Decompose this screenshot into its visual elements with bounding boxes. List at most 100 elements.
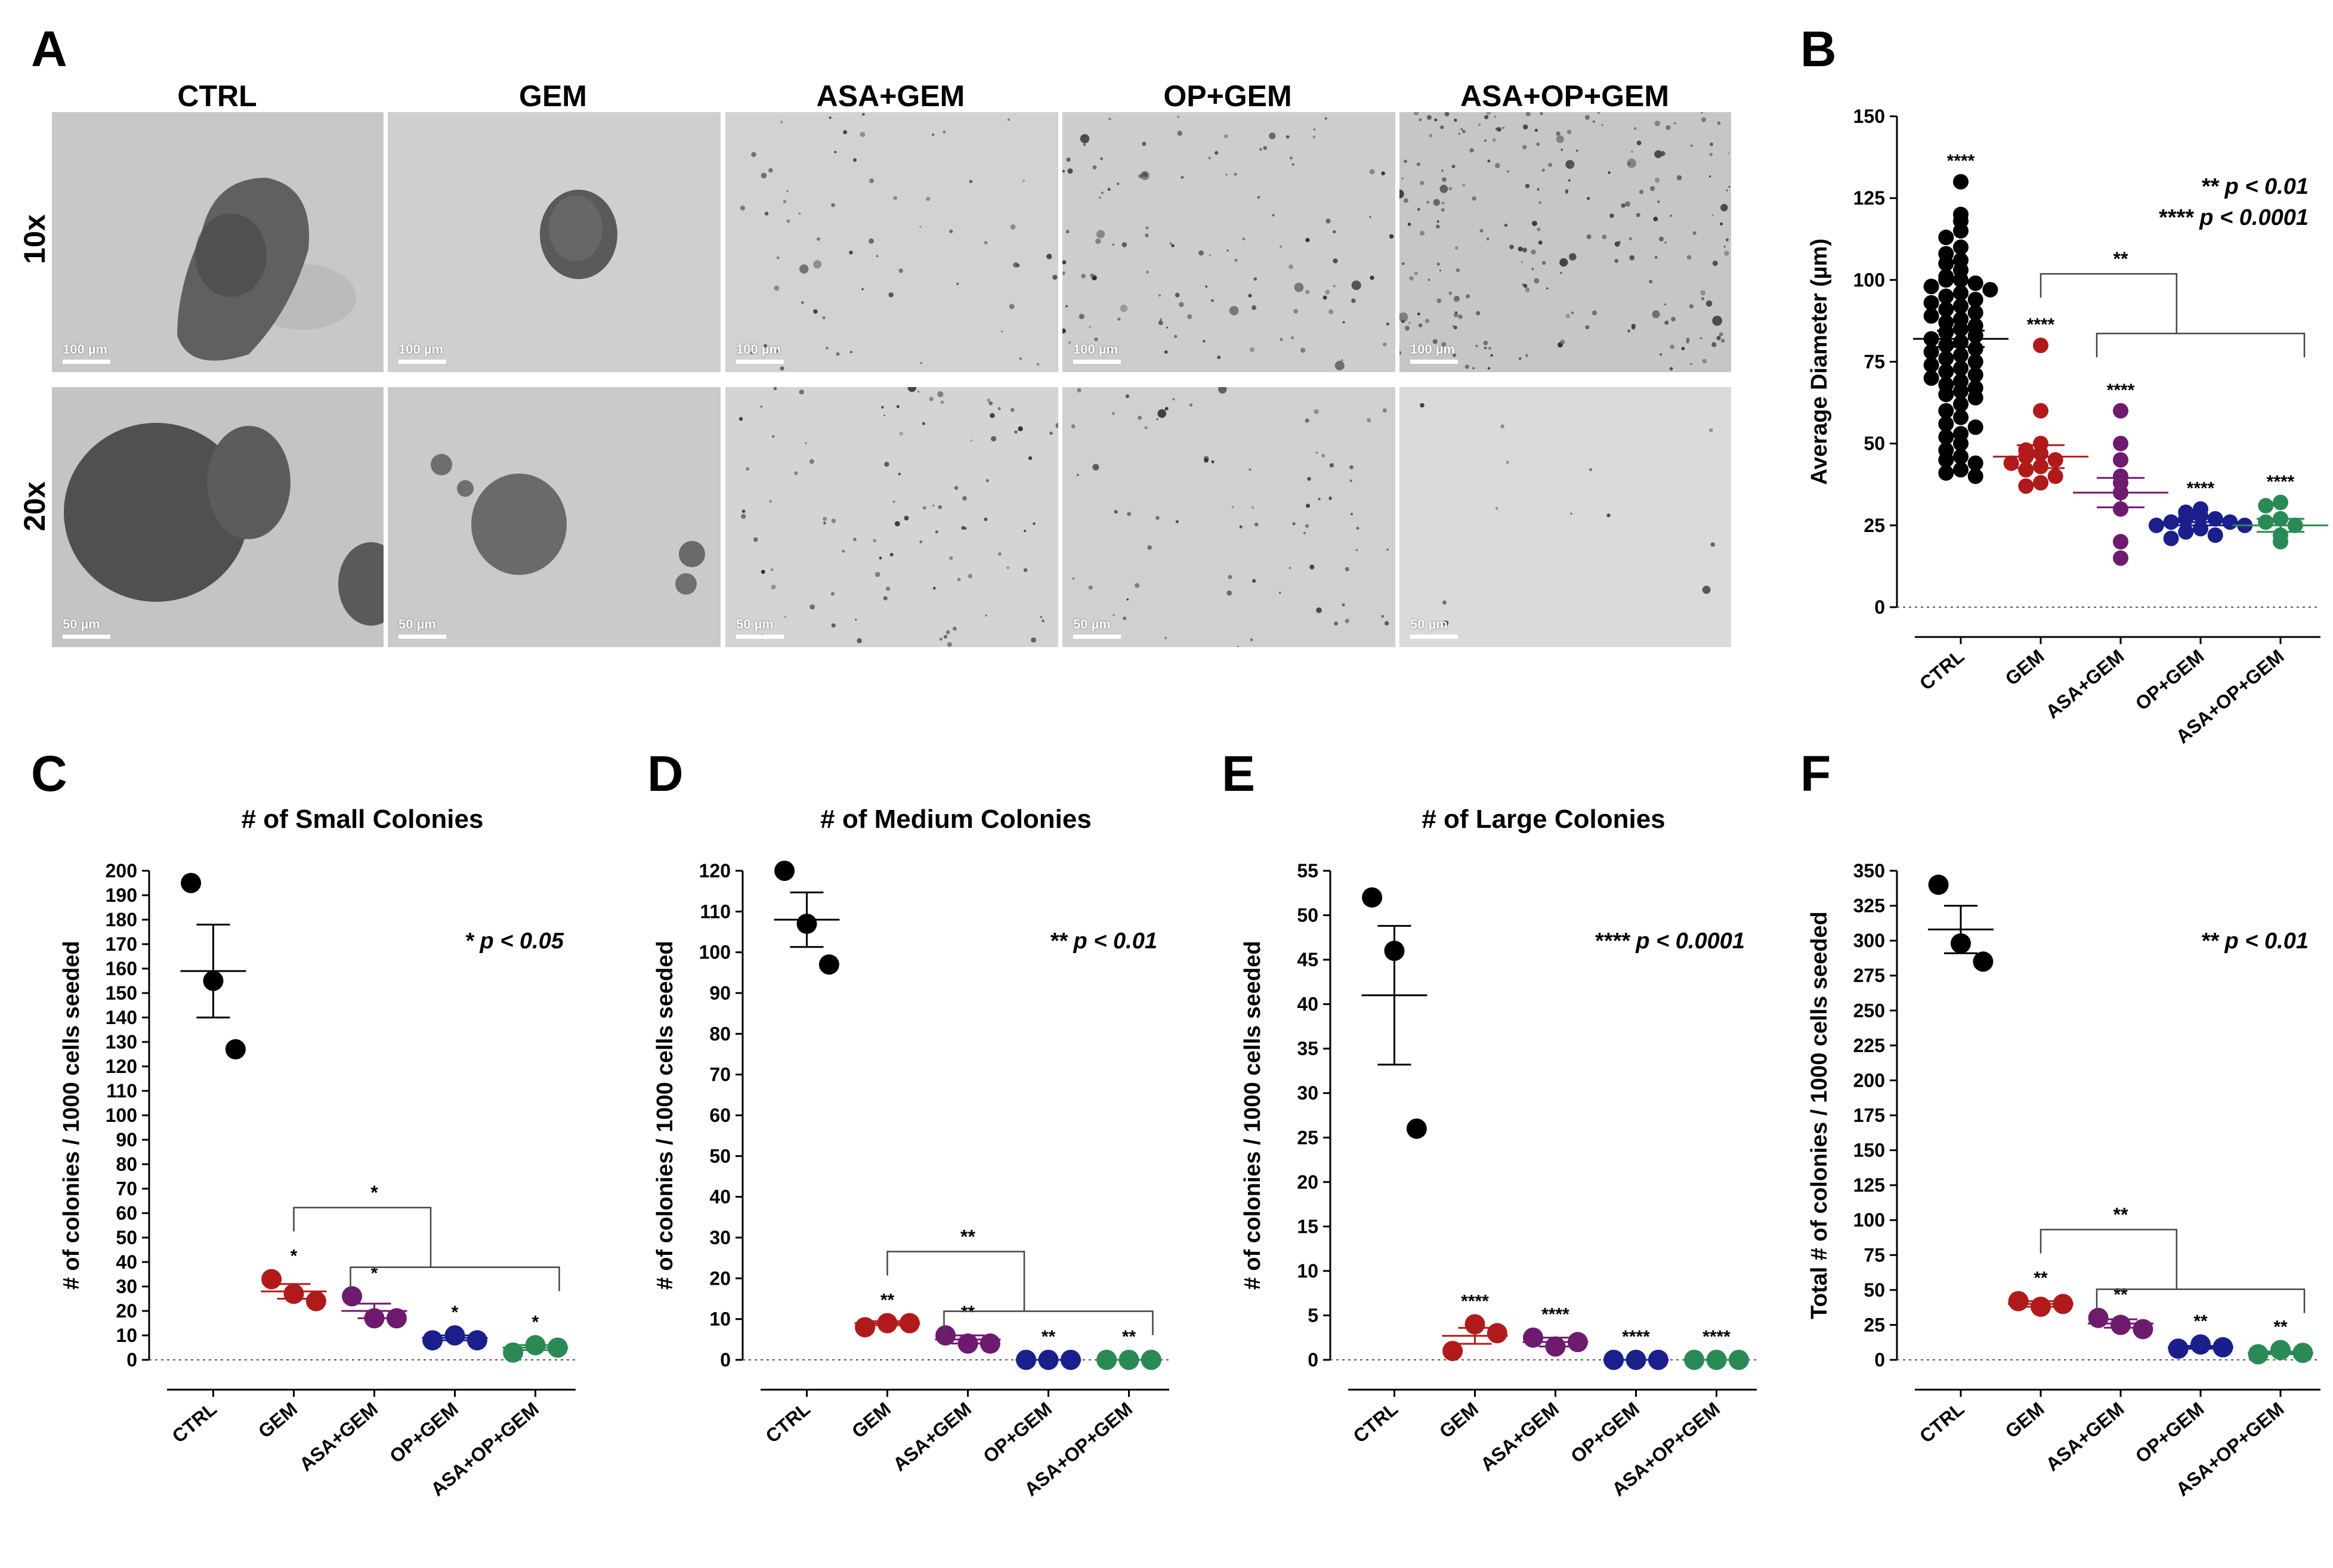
speckle-dot xyxy=(761,172,767,179)
data-point xyxy=(2018,462,2034,478)
data-point xyxy=(1967,341,1983,357)
speckle-dot xyxy=(1534,128,1538,132)
speckle-dot xyxy=(1349,465,1354,469)
speckle-dot xyxy=(809,459,814,464)
speckle-dot xyxy=(1454,326,1457,330)
speckle-dot xyxy=(817,237,820,241)
y-tick-label: 0 xyxy=(1874,596,1885,618)
x-tick-label: CTRL xyxy=(1915,1398,1968,1447)
speckle-dot xyxy=(813,260,822,269)
speckle-dot xyxy=(1576,150,1578,152)
y-tick-label: 120 xyxy=(699,860,731,882)
speckle-dot xyxy=(984,241,988,245)
y-tick-label: 20 xyxy=(709,1267,731,1289)
speckle-dot xyxy=(1560,339,1565,345)
speckle-dot xyxy=(1062,169,1065,173)
speckle-dot xyxy=(1464,364,1469,369)
speckle-dot xyxy=(769,500,772,503)
speckle-dot xyxy=(919,540,923,543)
speckle-dot xyxy=(751,151,756,157)
speckle-dot xyxy=(823,517,827,521)
series-group: **** xyxy=(1993,315,2088,494)
data-point xyxy=(2207,527,2223,543)
speckle-dot xyxy=(1534,278,1540,284)
speckle-dot xyxy=(1531,267,1534,270)
speckle-dot xyxy=(1351,298,1356,303)
y-tick-label: 80 xyxy=(709,1023,731,1044)
speckle-dot xyxy=(1112,243,1115,246)
speckle-dot xyxy=(794,471,798,475)
speckle-dot xyxy=(1621,203,1626,208)
speckle-dot xyxy=(1448,187,1453,191)
data-point xyxy=(935,1325,956,1346)
speckle-dot xyxy=(1689,304,1694,309)
speckle-dot xyxy=(1649,185,1655,191)
speckle-dot xyxy=(1414,271,1418,276)
speckle-dot xyxy=(1416,162,1421,166)
speckle-dot xyxy=(1538,200,1541,205)
speckle-dot xyxy=(1674,122,1676,125)
speckle-dot xyxy=(1681,347,1685,351)
speckle-dot xyxy=(1541,261,1546,265)
data-point xyxy=(1967,275,1983,291)
speckle-dot xyxy=(1090,273,1095,278)
speckle-dot xyxy=(1100,157,1103,160)
speckle-dot xyxy=(1158,294,1161,297)
col-title-ctrl: CTRL xyxy=(177,79,257,113)
y-tick-label: 15 xyxy=(1297,1216,1318,1237)
speckle-dot xyxy=(1147,545,1152,550)
speckle-dot xyxy=(907,387,916,392)
speckle-dot xyxy=(1257,196,1260,199)
speckle-dot xyxy=(831,203,835,208)
speckle-dot xyxy=(1587,197,1590,200)
series-group: ** xyxy=(1096,1327,1162,1370)
speckle-image xyxy=(1420,403,1715,626)
series-group: **** xyxy=(2148,478,2253,546)
speckle-dot xyxy=(1589,468,1592,471)
y-tick-label: 100 xyxy=(106,1105,137,1126)
scale-bar: 50 µm xyxy=(736,617,784,639)
speckle-dot xyxy=(1439,269,1442,272)
data-point xyxy=(2178,524,2194,540)
y-tick-label: 30 xyxy=(709,1227,731,1248)
data-point xyxy=(1967,305,1983,321)
colony-image xyxy=(431,454,705,595)
speckle-dot xyxy=(869,238,874,244)
speckle-dot xyxy=(1077,388,1081,392)
speckle-dot xyxy=(888,292,894,298)
speckle-dot xyxy=(1117,317,1121,321)
speckle-dot xyxy=(1664,320,1669,325)
speckle-dot xyxy=(1653,217,1658,222)
speckle-dot xyxy=(1519,357,1522,360)
speckle-dot xyxy=(1259,148,1262,151)
speckle-dot xyxy=(1720,203,1728,212)
speckle-dot xyxy=(1724,250,1729,256)
speckle-dot xyxy=(1585,325,1590,330)
speckle-dot xyxy=(1439,184,1448,193)
speckle-dot xyxy=(1709,175,1711,178)
speckle-dot xyxy=(1451,165,1456,168)
speckle-dot xyxy=(1436,298,1442,304)
y-tick-label: 100 xyxy=(1853,269,1885,290)
speckle-dot xyxy=(1292,522,1296,525)
speckle-dot xyxy=(1436,224,1440,229)
speckle-dot xyxy=(1249,468,1252,471)
speckle-dot xyxy=(1570,512,1572,515)
speckle-dot xyxy=(1609,213,1614,218)
speckle-dot xyxy=(922,506,926,510)
speckle-dot xyxy=(957,577,961,582)
speckle-dot xyxy=(1690,144,1693,147)
speckle-dot xyxy=(1349,480,1352,483)
series-group: ** xyxy=(1015,1327,1081,1370)
speckle-dot xyxy=(1601,124,1603,126)
speckle-dot xyxy=(1671,317,1676,321)
y-tick-label: 200 xyxy=(1853,1069,1885,1091)
speckle-dot xyxy=(1226,590,1232,596)
speckle-dot xyxy=(1702,586,1711,594)
chart-title: # of Small Colonies xyxy=(242,805,484,834)
speckle-dot xyxy=(1367,418,1371,423)
speckle-dot xyxy=(1290,336,1294,339)
speckle-dot xyxy=(1541,168,1545,172)
